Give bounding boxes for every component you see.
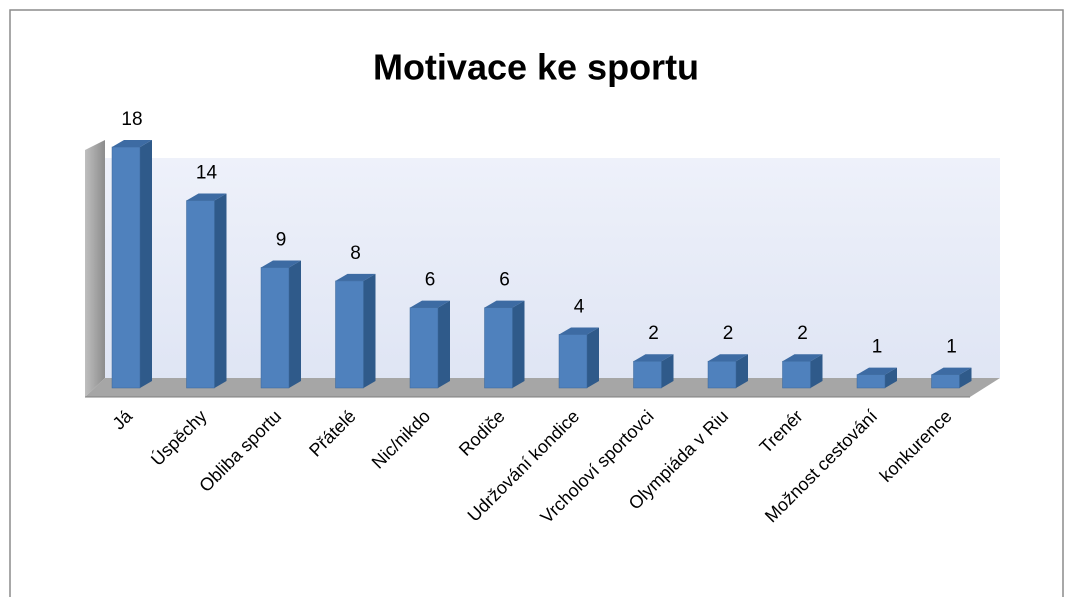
bar-side <box>959 367 972 388</box>
x-tick-label: Rodiče <box>455 406 509 460</box>
bar <box>782 360 811 389</box>
x-tick-label: Já <box>109 405 137 433</box>
data-label: 2 <box>723 323 734 344</box>
x-tick-label: Přátelé <box>305 406 359 460</box>
bar-side <box>289 260 301 388</box>
bar-side <box>140 140 152 388</box>
x-tick-label: Nic/nikdo <box>368 406 434 472</box>
bar-top <box>484 300 525 308</box>
bar-top <box>335 273 376 281</box>
data-label: 14 <box>196 163 218 184</box>
chart-border <box>9 9 1064 597</box>
bar <box>707 360 737 389</box>
bar-top <box>186 193 227 201</box>
bar-top <box>112 140 152 147</box>
bar <box>186 200 215 389</box>
bar-top <box>857 367 897 375</box>
bar-top <box>261 260 301 268</box>
data-label: 1 <box>872 337 883 358</box>
x-tick-label: konkurence <box>876 406 956 486</box>
bar-side <box>214 193 227 388</box>
bar-side <box>661 354 674 388</box>
data-label: 2 <box>648 323 659 344</box>
bar-side <box>438 300 450 388</box>
bar <box>856 374 886 389</box>
side-wall <box>85 140 105 397</box>
bar-top <box>708 354 748 362</box>
bar-top <box>559 327 599 335</box>
data-label: 18 <box>121 109 142 130</box>
data-label: 6 <box>499 270 510 291</box>
data-label: 2 <box>797 323 808 344</box>
bar-top <box>782 354 823 362</box>
bar-side <box>885 367 897 388</box>
bar <box>260 267 290 389</box>
bar <box>931 374 960 389</box>
data-label: 8 <box>350 243 361 264</box>
data-label: 9 <box>276 230 287 251</box>
bar-top <box>633 354 674 362</box>
data-label: 6 <box>425 270 436 291</box>
bar-side <box>363 273 376 388</box>
bar-side <box>512 300 525 388</box>
data-label: 1 <box>946 337 957 358</box>
bar <box>558 334 588 389</box>
x-tick-label: Trenér <box>756 406 807 457</box>
back-wall <box>105 158 1000 378</box>
bar-top <box>410 300 450 308</box>
bar-side <box>736 354 748 388</box>
x-tick-label: Úspěchy <box>146 405 210 469</box>
bar <box>335 280 364 389</box>
bar <box>111 146 141 389</box>
bar-side <box>587 327 599 388</box>
bar-top <box>931 367 972 375</box>
bar <box>409 307 439 389</box>
floor <box>85 378 1000 397</box>
bar <box>484 307 513 389</box>
bar <box>633 360 662 389</box>
data-label: 4 <box>574 296 585 317</box>
chart-title: Motivace ke sportu <box>373 47 699 88</box>
bar-side <box>810 354 823 388</box>
